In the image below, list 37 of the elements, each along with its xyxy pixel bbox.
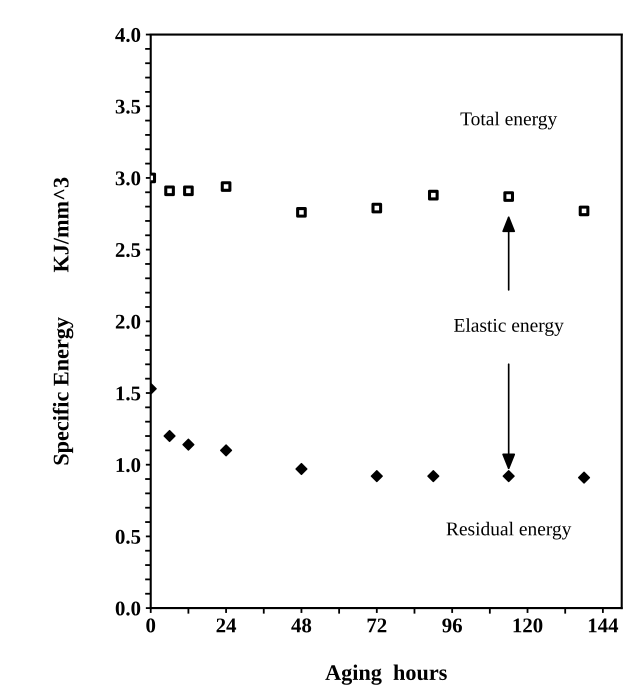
annotation: Elastic energy bbox=[454, 318, 564, 336]
point bbox=[183, 186, 194, 196]
point bbox=[578, 206, 590, 216]
x-tick-label: 144 bbox=[588, 618, 618, 632]
point bbox=[503, 191, 514, 202]
point bbox=[164, 186, 175, 196]
point bbox=[428, 190, 439, 200]
annotation: Total energy bbox=[460, 112, 558, 130]
y-tick-label: 2.0 bbox=[116, 314, 140, 329]
point bbox=[295, 462, 308, 476]
point bbox=[220, 181, 232, 192]
point bbox=[502, 470, 515, 482]
x-tick-label: 120 bbox=[514, 618, 542, 632]
point bbox=[578, 472, 590, 484]
x-tick-label: 24 bbox=[216, 618, 236, 632]
point bbox=[427, 470, 440, 482]
x-tick-label: 0 bbox=[146, 618, 156, 632]
point bbox=[182, 438, 194, 451]
point bbox=[220, 444, 232, 456]
y-tick-label: 4.0 bbox=[115, 28, 140, 42]
y-tick-label: 3.0 bbox=[116, 171, 140, 186]
y-tick-label: 0.5 bbox=[116, 530, 140, 544]
x-tick-label: 72 bbox=[368, 618, 386, 632]
point bbox=[370, 470, 383, 482]
y-axis-title: Specific Energy KJ/mm^3 bbox=[52, 178, 74, 465]
y-tick-label: 3.5 bbox=[116, 100, 140, 114]
y-tick-label: 1.0 bbox=[116, 458, 140, 472]
y-tick-label: 1.5 bbox=[116, 386, 140, 401]
point bbox=[371, 202, 382, 214]
point bbox=[296, 207, 307, 218]
annotation: Residual energy bbox=[446, 522, 572, 540]
y-tick-label: 2.5 bbox=[116, 243, 140, 258]
x-tick-label: 96 bbox=[442, 618, 462, 632]
x-tick-label: 48 bbox=[291, 618, 312, 632]
y-tick-label: 0.0 bbox=[116, 601, 140, 616]
point bbox=[163, 430, 176, 442]
x-axis-title: Aging hours bbox=[325, 664, 447, 685]
